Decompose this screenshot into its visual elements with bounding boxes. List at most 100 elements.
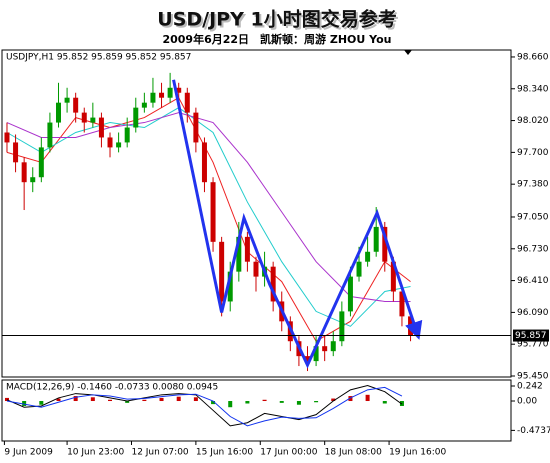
y-tick-label: 96.410 [517,276,549,286]
candle-body [159,92,165,98]
histogram-bar [382,401,387,404]
histogram-bar [56,398,61,402]
y-tick-label: 95.770 [517,340,549,350]
candle-body [193,112,199,143]
candle-body [184,92,190,113]
candle-body [167,87,173,98]
y-tick-label: -0.4737 [517,426,550,436]
histogram-bar [314,401,319,403]
title-shadow: USD/JPY 1小时图交易参考 [159,10,398,33]
x-tick-label: 17 Jun 00:00 [260,448,317,458]
shift-marker [404,50,412,55]
candle-body [236,236,242,272]
histogram-bar [331,398,336,402]
histogram-bar [365,394,370,402]
y-tick-label: 97.700 [517,148,549,158]
candle-body [356,261,362,277]
candle-body [150,92,156,103]
y-tick-label: 98.340 [517,84,549,94]
histogram-bar [73,396,78,402]
candle-body [227,271,233,302]
y-tick-label: 98.020 [517,116,549,126]
zigzag [172,79,423,369]
x-tick-label: 12 Jun 07:00 [131,448,188,458]
chart-subtitle: 2009年6月22日 凯斯顿：周游 ZHOU You [162,32,391,46]
histogram-bar [22,401,27,406]
candle-body [365,251,371,262]
candle-body [210,182,216,242]
histogram-bar [245,401,250,404]
histogram-bar [39,401,44,405]
candle-body [347,276,353,312]
histogram-bar [159,397,164,402]
x-tick-label: 19 Jun 16:00 [389,448,446,458]
candle-body [4,132,10,143]
y-tick-label: 96.730 [517,244,549,254]
candle-body [21,162,27,183]
price-header: USDJPY,H1 95.852 95.859 95.852 95.857 [6,53,191,63]
y-tick-label: 98.660 [517,52,549,62]
chart-title: USD/JPY 1小时图交易参考 [157,8,396,31]
y-tick-label: 96.090 [517,308,549,318]
y-tick-label: 0.242 [517,382,543,392]
x-tick-label: 18 Jun 08:00 [325,448,382,458]
candle-body [90,117,96,123]
candle-body [47,122,53,148]
candle-body [373,226,379,252]
histogram-bar [228,401,233,408]
price-panel [1,49,512,378]
macd-header: MACD(12,26,9) -0.1460 -0.0733 0.0080 0.0… [6,383,218,393]
histogram-bar [348,396,353,402]
candle-body [55,102,61,123]
x-tick-label: 9 Jun 2009 [4,448,53,458]
current-price-label: 95.857 [515,331,547,341]
histogram-bar [142,399,147,402]
candle-body [390,261,396,292]
candle-body [30,177,36,183]
current-price-box [513,329,549,342]
histogram-bar [296,401,301,405]
candle-body [81,112,87,123]
candle-body [399,291,405,317]
candle-body [382,226,388,262]
macd-line [6,386,403,427]
candle-body [98,117,104,138]
histogram-bar [4,397,9,402]
histogram-bar [211,401,216,405]
candle-body [244,236,250,262]
candle-body [313,346,319,362]
histogram-bar [399,401,404,406]
candle-body [64,97,70,103]
candle-body [322,346,328,352]
histogram-bar [193,397,198,402]
macd-panel [1,379,512,442]
candle-body [13,142,19,163]
candle-body [305,356,311,362]
candle-body [270,266,276,302]
histogram-bar [176,396,181,402]
candle-body [339,311,345,342]
candle-body [133,107,139,128]
histogram-bar [90,397,95,402]
candle-body [201,142,207,183]
candle-body [116,142,122,148]
candle-body [176,87,182,93]
histogram-bar [262,399,267,402]
y-tick-label: 97.050 [517,212,549,222]
x-tick-label: 15 Jun 16:00 [196,448,253,458]
y-tick-label: 0.00 [517,397,537,407]
candle-body [330,341,336,352]
histogram-bar [125,401,130,403]
histogram-bar [108,399,113,402]
candle-body [124,127,130,143]
candle-body [38,147,44,178]
y-tick-label: 95.450 [517,372,549,382]
macd-line [6,384,403,427]
candle-body [73,97,79,113]
candle-body [107,137,113,148]
candle-body [253,261,259,277]
candle-body [141,102,147,108]
y-tick-label: 97.380 [517,180,549,190]
